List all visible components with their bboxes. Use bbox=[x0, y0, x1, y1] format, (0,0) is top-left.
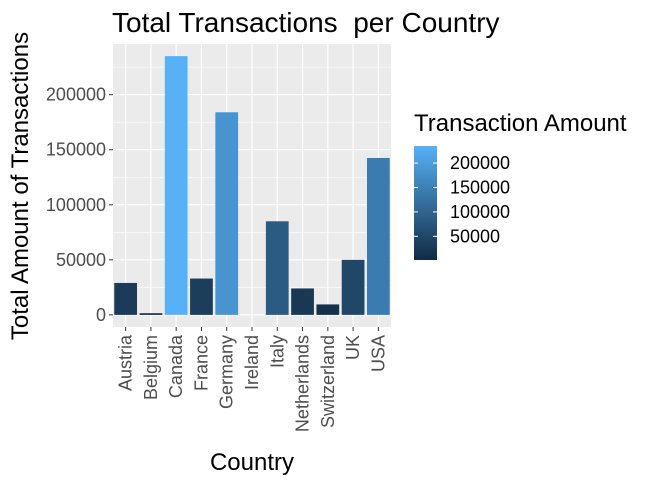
bar-belgium bbox=[139, 313, 163, 315]
y-tick-label: 50000 bbox=[56, 250, 106, 270]
legend-label: 200000 bbox=[450, 153, 510, 173]
y-tick-label: 150000 bbox=[46, 140, 106, 160]
legend-title: Transaction Amount bbox=[414, 110, 627, 137]
y-tick-label: 100000 bbox=[46, 195, 106, 215]
x-axis-title: Country bbox=[210, 449, 294, 476]
x-tick-label-germany: Germany bbox=[217, 335, 237, 409]
y-axis-title: Total Amount of Transactions bbox=[7, 32, 34, 340]
bar-usa bbox=[366, 157, 390, 315]
legend-label: 150000 bbox=[450, 177, 510, 197]
bar-uk bbox=[341, 259, 365, 315]
bar-canada bbox=[164, 56, 188, 315]
x-tick-label-switzerland: Switzerland bbox=[318, 335, 338, 428]
x-tick-label-italy: Italy bbox=[267, 335, 287, 368]
x-tick-label-france: France bbox=[191, 335, 211, 391]
x-tick-label-netherlands: Netherlands bbox=[293, 335, 313, 432]
bar-austria bbox=[114, 282, 138, 315]
x-tick-label-ireland: Ireland bbox=[242, 335, 262, 390]
x-tick-label-austria: Austria bbox=[116, 334, 136, 391]
legend-label: 100000 bbox=[450, 202, 510, 222]
x-tick-label-usa: USA bbox=[368, 335, 388, 372]
legend-colorbar bbox=[414, 146, 437, 260]
bars bbox=[114, 56, 390, 315]
legend: Transaction Amount 50000 100000 150000 2000… bbox=[414, 110, 627, 260]
x-axis: Austria Belgium Canada France Germany Ireland… bbox=[116, 327, 388, 432]
x-tick-label-canada: Canada bbox=[166, 334, 186, 398]
y-tick-label: 0 bbox=[96, 305, 106, 325]
chart-title: Total Transactions per Country bbox=[112, 7, 500, 38]
legend-ticks: 50000 100000 150000 200000 bbox=[414, 153, 510, 246]
bar-france bbox=[190, 278, 213, 315]
x-tick-label-uk: UK bbox=[343, 335, 363, 360]
bar-germany bbox=[215, 112, 239, 315]
y-tick-label: 200000 bbox=[46, 85, 106, 105]
bar-italy bbox=[265, 221, 289, 315]
bar-switzerland bbox=[316, 304, 340, 315]
y-axis: 0 50000 100000 150000 200000 bbox=[46, 85, 113, 325]
legend-label: 50000 bbox=[450, 226, 500, 246]
bar-netherlands bbox=[291, 288, 314, 315]
x-tick-label-belgium: Belgium bbox=[141, 335, 161, 400]
